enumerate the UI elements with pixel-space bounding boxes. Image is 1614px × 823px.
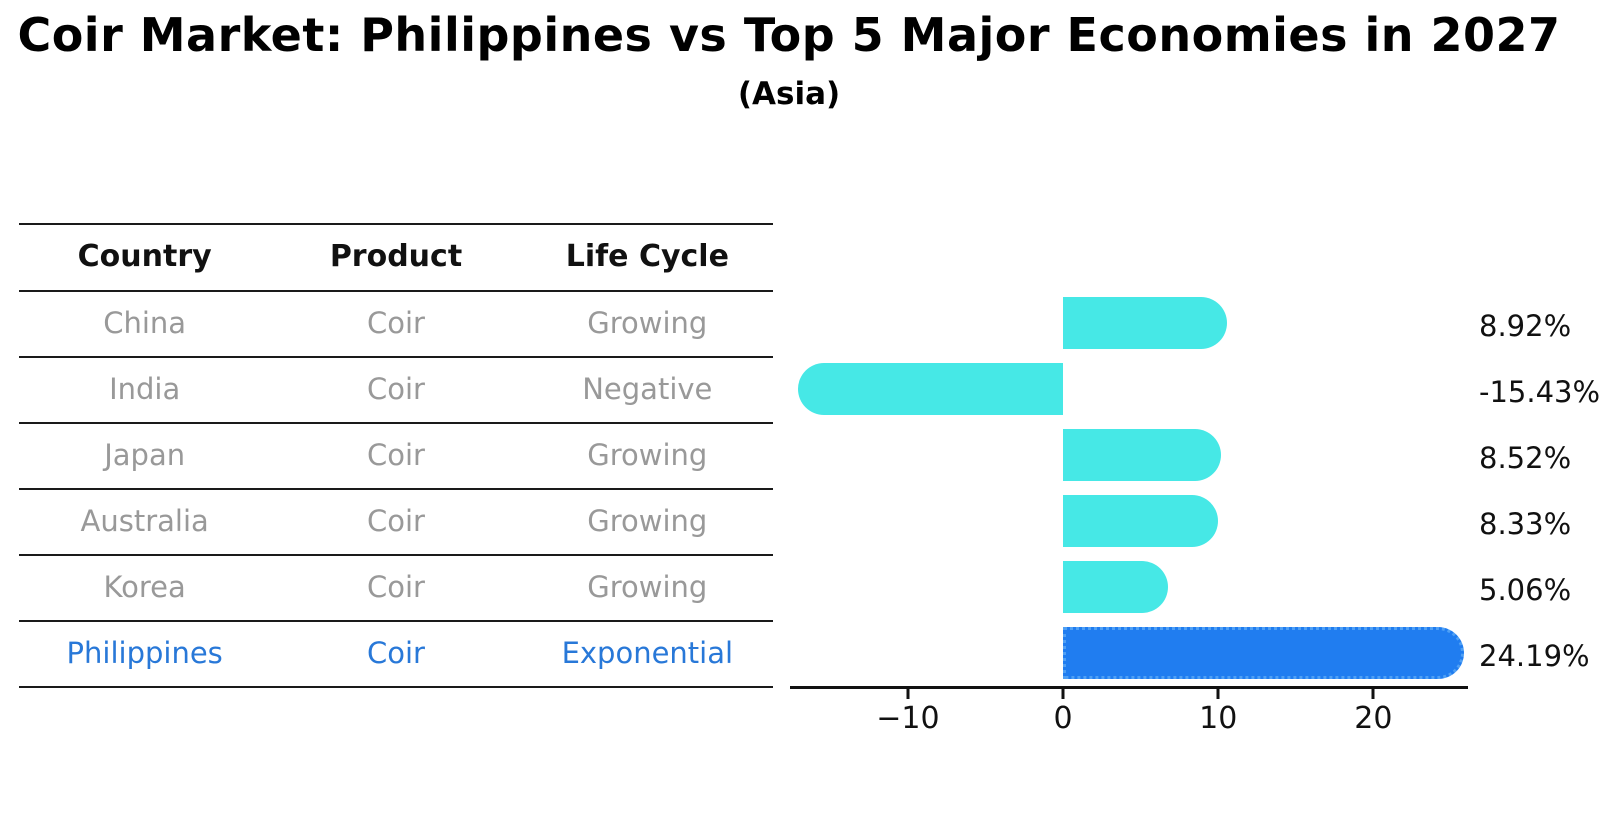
bar-value-label-philippines: 24.19% (1479, 639, 1590, 673)
cell-life-cycle: Growing (587, 570, 708, 604)
cell-country: Japan (104, 438, 186, 472)
table-row-china: China Coir Growing (19, 292, 773, 358)
bar-value-label-australia: 8.33% (1479, 507, 1572, 541)
table-row-korea: Korea Coir Growing (19, 556, 773, 622)
bar-value-label-china: 8.92% (1479, 309, 1572, 343)
cell-country: Korea (103, 570, 186, 604)
cell-product: Coir (367, 570, 425, 604)
cell-product: Coir (367, 438, 425, 472)
comparison-table: Country Product Life Cycle China Coir Growing… (19, 223, 773, 688)
cell-life-cycle: Growing (587, 504, 708, 538)
page-title: Coir Market: Philippines vs Top 5 Major … (17, 8, 1561, 62)
bar-philippines (1063, 627, 1465, 679)
cell-country: Australia (80, 504, 209, 538)
cell-life-cycle: Negative (582, 372, 713, 406)
cell-life-cycle: Growing (587, 438, 708, 472)
cell-product: Coir (367, 504, 425, 538)
page-subtitle: (Asia) (737, 76, 841, 112)
x-tick-mark (1371, 689, 1375, 699)
bar-value-label-japan: 8.52% (1479, 441, 1572, 475)
x-tick-mark (1216, 689, 1220, 699)
bar-india (797, 363, 1064, 415)
x-tick-label: 0 (1053, 701, 1073, 736)
cell-product: Coir (367, 306, 425, 340)
table-header-cell-product: Product (329, 239, 463, 274)
cell-life-cycle: Growing (587, 306, 708, 340)
x-axis-line (790, 686, 1468, 689)
x-tick-mark (906, 689, 910, 699)
table-row-india: India Coir Negative (19, 358, 773, 424)
table-header-cell-country: Country (77, 239, 212, 274)
cell-product: Coir (367, 372, 425, 406)
table-row-japan: Japan Coir Growing (19, 424, 773, 490)
x-tick-label: 10 (1199, 701, 1238, 736)
x-tick-label: 20 (1354, 701, 1393, 736)
cell-product: Coir (367, 636, 425, 670)
bar-china (1063, 297, 1228, 349)
x-tick-mark (1061, 689, 1065, 699)
x-tick-label: −10 (876, 701, 940, 736)
cell-life-cycle: Exponential (561, 636, 734, 670)
table-row-philippines: Philippines Coir Exponential (19, 622, 773, 688)
bar-chart-plot-area (790, 290, 1468, 686)
table-header-cell-life-cycle: Life Cycle (565, 239, 729, 274)
bar-value-label-korea: 5.06% (1479, 573, 1572, 607)
cell-country: Philippines (66, 636, 223, 670)
cell-country: China (103, 306, 187, 340)
cell-country: India (109, 372, 181, 406)
table-row-australia: Australia Coir Growing (19, 490, 773, 556)
bar-japan (1063, 429, 1222, 481)
bar-australia (1063, 495, 1219, 547)
bar-value-label-india: -15.43% (1479, 375, 1601, 409)
table-header-row: Country Product Life Cycle (19, 225, 773, 292)
bar-korea (1063, 561, 1168, 613)
